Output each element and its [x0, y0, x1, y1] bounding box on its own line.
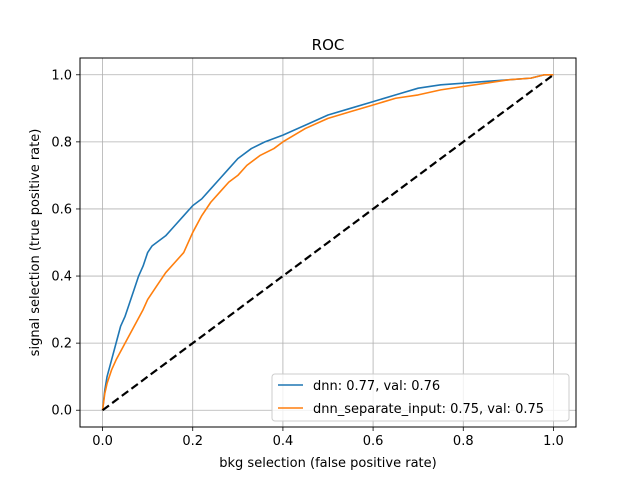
- x-tick-label: 0.4: [273, 434, 294, 449]
- x-tick-label: 0.0: [92, 434, 113, 449]
- x-axis-label: bkg selection (false positive rate): [219, 456, 436, 471]
- y-tick-label: 0.8: [51, 135, 72, 150]
- x-tick-label: 0.2: [182, 434, 203, 449]
- y-axis-label: signal selection (true positive rate): [28, 129, 43, 357]
- x-tick-label: 1.0: [543, 434, 564, 449]
- series-line-dnn-separate-input: [101, 73, 554, 411]
- series-line-dnn: [101, 73, 554, 411]
- chart-title: ROC: [312, 36, 345, 54]
- diagonal-reference-line: [101, 73, 555, 412]
- y-tick-label: 0.2: [51, 337, 72, 352]
- x-tick-label: 0.6: [363, 434, 384, 449]
- legend: dnn: 0.77, val: 0.76 dnn_separate_input: …: [271, 373, 570, 422]
- plot-frame: [79, 57, 577, 428]
- legend-label: dnn_separate_input: 0.75, val: 0.75: [313, 402, 544, 417]
- legend-box: [271, 373, 570, 422]
- legend-label: dnn: 0.77, val: 0.76: [313, 379, 440, 394]
- y-tick-label: 0.6: [51, 202, 72, 217]
- y-tick-label: 0.4: [51, 270, 72, 285]
- series-group: [101, 73, 555, 412]
- y-tick-label: 0.0: [51, 404, 72, 419]
- ticks: 0.0 0.2 0.4 0.6 0.8 1.0 0.0 0.2 0.4 0.6 0.8 1.0: [51, 68, 563, 449]
- x-tick-label: 0.8: [453, 434, 474, 449]
- y-tick-label: 1.0: [51, 68, 72, 83]
